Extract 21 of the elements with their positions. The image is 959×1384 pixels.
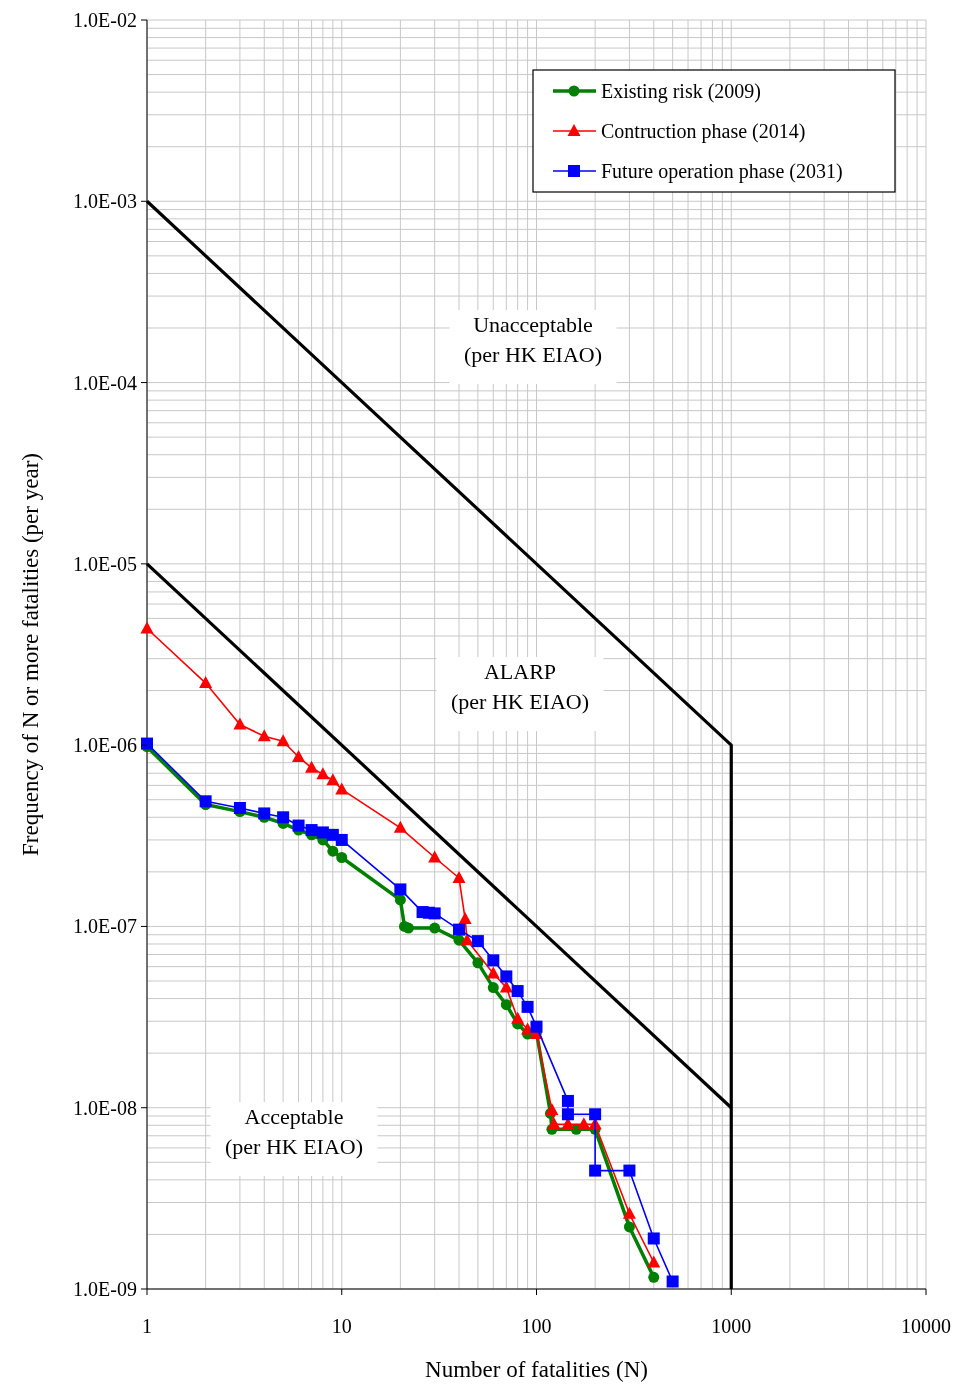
x-tick-label: 1000 — [711, 1315, 752, 1337]
y-tick-label: 1.0E-08 — [73, 1096, 137, 1119]
x-tick-label: 100 — [521, 1315, 552, 1337]
annotation: Acceptable (per HK EIAO) — [224, 1104, 364, 1159]
y-tick-label: 1.0E-06 — [73, 734, 137, 757]
y-tick-label: 1.0E-07 — [73, 915, 137, 938]
y-tick-label: 1.0E-03 — [73, 190, 137, 213]
y-tick-label: 1.0E-02 — [73, 9, 137, 31]
y-tick-label: 1.0E-09 — [73, 1278, 137, 1300]
y-tick-label: 1.0E-05 — [73, 552, 137, 575]
annotation: Unacceptable (per HK EIAO) — [463, 312, 603, 367]
x-tick-label: 1 — [142, 1315, 152, 1337]
annotation: ALARP (per HK EIAO) — [450, 659, 590, 714]
y-axis-title: Frequency of N or more fatalities (per year) — [18, 453, 43, 856]
legend-label: Contruction phase (2014) — [601, 120, 806, 143]
x-tick-label: 10000 — [901, 1315, 951, 1337]
x-axis-title: Number of fatalities (N) — [425, 1357, 648, 1382]
legend-label: Future operation phase (2031) — [601, 160, 843, 183]
y-tick-label: 1.0E-04 — [73, 371, 137, 394]
x-tick-label: 10 — [331, 1315, 352, 1337]
legend-label: Existing risk (2009) — [601, 80, 761, 103]
